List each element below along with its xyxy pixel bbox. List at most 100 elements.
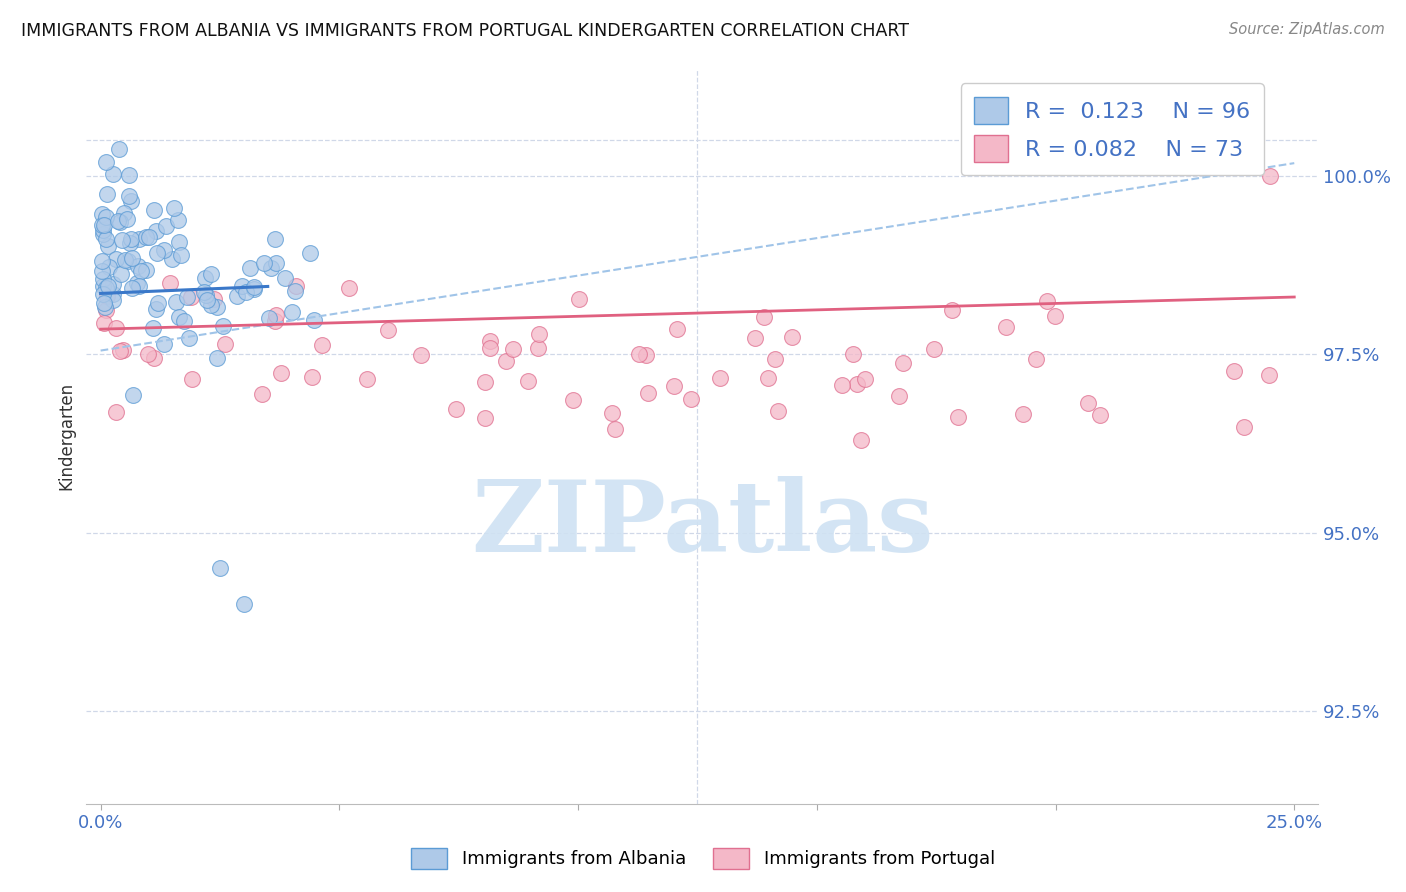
Point <box>356 372 378 386</box>
Point <box>664 378 686 392</box>
Point <box>91 227 114 242</box>
Point <box>111 343 134 357</box>
Point <box>887 389 910 403</box>
Point <box>108 215 131 229</box>
Point <box>270 366 292 380</box>
Point <box>226 289 249 303</box>
Point <box>298 245 321 260</box>
Point <box>602 406 624 420</box>
Point <box>128 232 150 246</box>
Point <box>205 351 228 366</box>
Point <box>93 218 115 232</box>
Point <box>153 336 176 351</box>
Text: Source: ZipAtlas.com: Source: ZipAtlas.com <box>1229 22 1385 37</box>
Point <box>136 347 159 361</box>
Point <box>96 289 118 303</box>
Point <box>846 377 869 392</box>
Point <box>232 597 254 611</box>
Point <box>195 293 218 308</box>
Point <box>474 410 496 425</box>
Point <box>114 253 136 268</box>
Point <box>200 267 222 281</box>
Point <box>129 264 152 278</box>
Point <box>1088 408 1111 422</box>
Point <box>1036 293 1059 308</box>
Point <box>180 290 202 304</box>
Point <box>94 281 117 295</box>
Point <box>194 271 217 285</box>
Point <box>142 321 165 335</box>
Point <box>97 239 120 253</box>
Point <box>121 281 143 295</box>
Point <box>280 304 302 318</box>
Legend: Immigrants from Albania, Immigrants from Portugal: Immigrants from Albania, Immigrants from… <box>404 840 1002 876</box>
Point <box>302 312 325 326</box>
Point <box>105 321 128 335</box>
Point <box>143 202 166 217</box>
Point <box>145 224 167 238</box>
Point <box>264 313 287 327</box>
Point <box>125 276 148 290</box>
Point <box>143 351 166 365</box>
Point <box>311 338 333 352</box>
Point <box>849 433 872 447</box>
Point <box>301 369 323 384</box>
Point <box>91 207 114 221</box>
Point <box>173 313 195 327</box>
Point <box>122 388 145 402</box>
Point <box>1077 396 1099 410</box>
Point <box>135 263 157 277</box>
Point <box>1025 352 1047 367</box>
Point <box>90 264 112 278</box>
Point <box>120 231 142 245</box>
Point <box>831 377 853 392</box>
Point <box>170 248 193 262</box>
Point <box>97 260 120 275</box>
Point <box>146 296 169 310</box>
Point <box>108 344 131 359</box>
Point <box>253 256 276 270</box>
Point <box>637 386 659 401</box>
Point <box>103 293 125 307</box>
Point <box>763 352 786 367</box>
Point <box>214 337 236 351</box>
Point <box>202 292 225 306</box>
Point <box>568 292 591 306</box>
Point <box>195 288 218 302</box>
Point <box>243 279 266 293</box>
Point <box>128 278 150 293</box>
Point <box>941 302 963 317</box>
Point <box>118 168 141 182</box>
Point <box>97 278 120 293</box>
Point <box>91 272 114 286</box>
Point <box>205 300 228 314</box>
Point <box>1258 368 1281 383</box>
Point <box>115 212 138 227</box>
Point <box>266 256 288 270</box>
Point <box>679 392 702 407</box>
Point <box>758 371 780 385</box>
Point <box>235 285 257 299</box>
Point <box>166 212 188 227</box>
Point <box>562 393 585 408</box>
Point <box>167 235 190 249</box>
Point <box>138 230 160 244</box>
Point <box>284 279 307 293</box>
Point <box>853 372 876 386</box>
Point <box>91 222 114 236</box>
Point <box>118 188 141 202</box>
Point <box>96 210 118 224</box>
Point <box>377 323 399 337</box>
Text: IMMIGRANTS FROM ALBANIA VS IMMIGRANTS FROM PORTUGAL KINDERGARTEN CORRELATION CHA: IMMIGRANTS FROM ALBANIA VS IMMIGRANTS FR… <box>21 22 910 40</box>
Point <box>1222 364 1244 378</box>
Point <box>744 330 766 344</box>
Point <box>135 230 157 244</box>
Point <box>1011 407 1033 421</box>
Point <box>101 167 124 181</box>
Point <box>111 233 134 247</box>
Point <box>780 330 803 344</box>
Point <box>91 218 114 232</box>
Point <box>264 308 287 322</box>
Point <box>243 282 266 296</box>
Y-axis label: Kindergarten: Kindergarten <box>58 382 75 491</box>
